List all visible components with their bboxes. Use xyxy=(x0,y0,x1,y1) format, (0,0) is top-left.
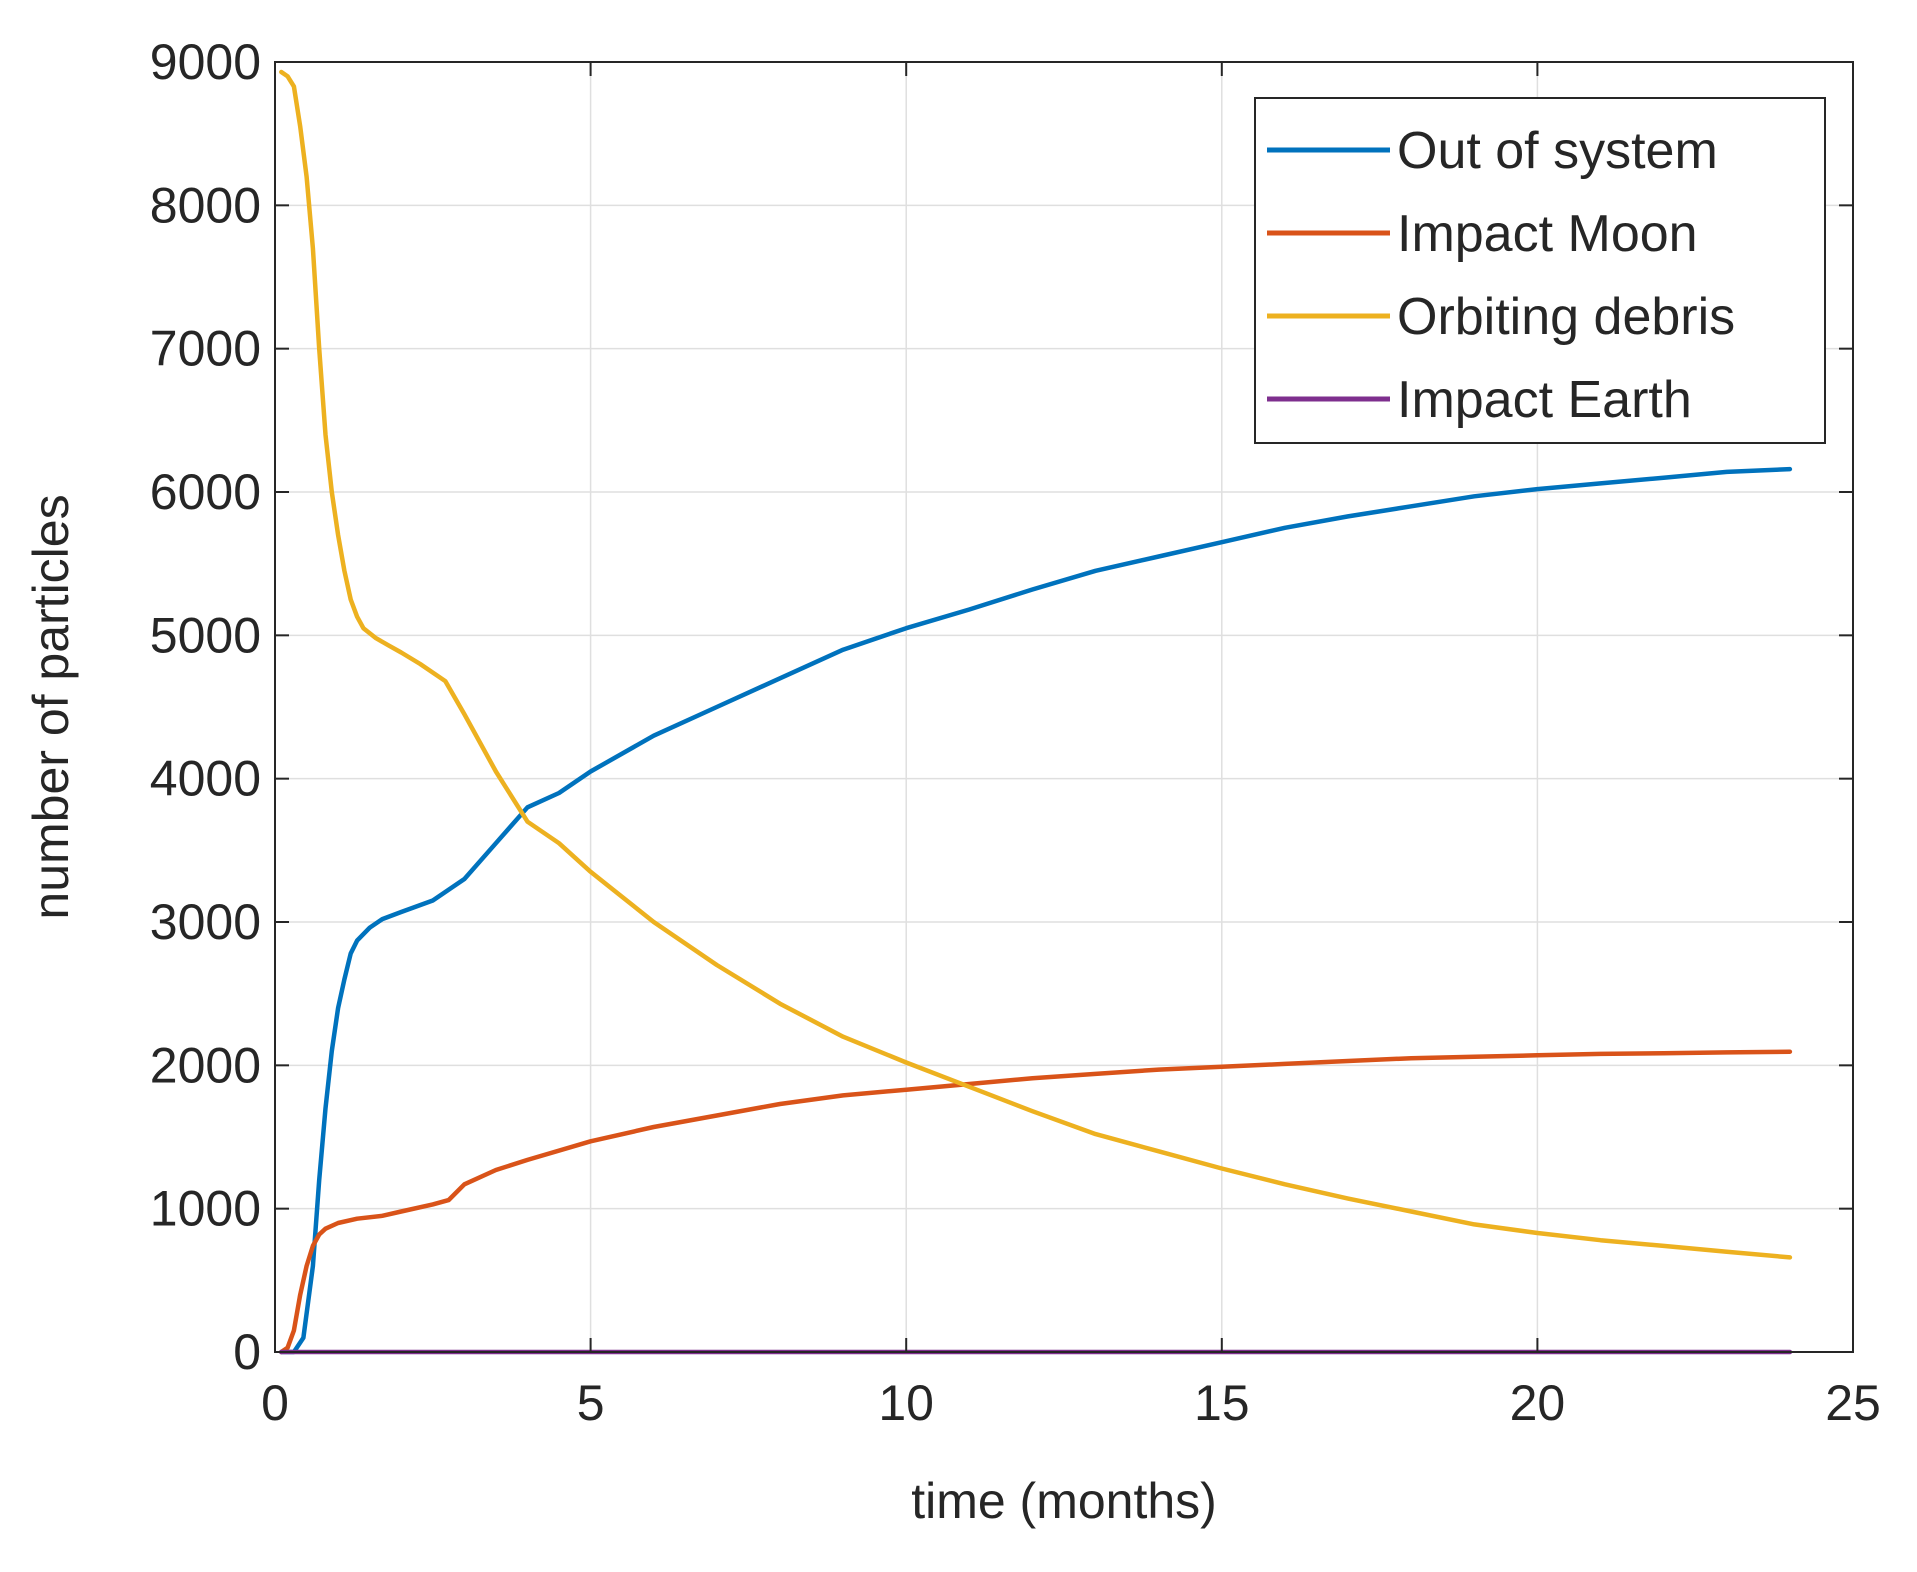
y-tick-label: 7000 xyxy=(150,321,261,377)
y-tick-label: 2000 xyxy=(150,1037,261,1093)
legend-label: Impact Moon xyxy=(1397,205,1698,263)
legend-label: Out of system xyxy=(1397,122,1718,180)
series-line-orbiting-debris xyxy=(279,69,1793,1260)
x-tick-label: 20 xyxy=(1510,1375,1566,1431)
series-line-out-of-system xyxy=(279,466,1793,1355)
legend-label: Orbiting debris xyxy=(1397,288,1735,346)
y-tick-label: 1000 xyxy=(150,1181,261,1237)
legend-box xyxy=(1254,97,1826,444)
x-tick-label: 5 xyxy=(577,1375,605,1431)
legend: Out of system Impact Moon Orbiting debris I… xyxy=(1254,97,1826,444)
axes xyxy=(274,61,1854,1353)
x-axis-label: time (months) xyxy=(911,1473,1217,1529)
x-tick-label: 15 xyxy=(1194,1375,1250,1431)
x-tick-label: 0 xyxy=(261,1375,289,1431)
series-line-impact-moon xyxy=(279,1049,1793,1355)
y-tick-label: 5000 xyxy=(150,607,261,663)
y-tick-label: 8000 xyxy=(150,177,261,233)
legend-label: Impact Earth xyxy=(1397,371,1692,429)
y-tick-label: 0 xyxy=(233,1324,261,1380)
y-tick-label: 3000 xyxy=(150,894,261,950)
x-tick-label: 10 xyxy=(878,1375,934,1431)
axes-box xyxy=(274,61,1854,1353)
y-tick-label: 6000 xyxy=(150,464,261,520)
y-tick-label: 4000 xyxy=(150,751,261,807)
y-axis-label: number of particles xyxy=(23,494,79,919)
y-tick-label: 9000 xyxy=(150,34,261,90)
x-tick-label: 25 xyxy=(1825,1375,1881,1431)
tick-labels: 0 5 10 15 20 25 0 1000 2000 3000 4000 5000 6000 7000 8… xyxy=(150,34,1881,1431)
